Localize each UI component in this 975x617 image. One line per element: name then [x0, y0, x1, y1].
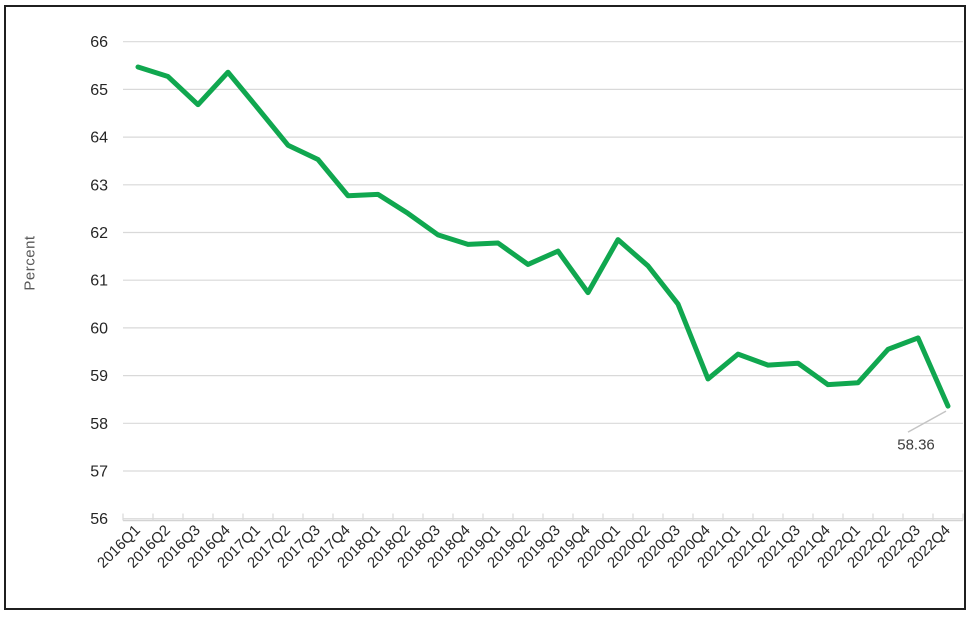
y-tick-label: 63	[90, 177, 108, 194]
trend-line	[135, 64, 951, 409]
last-point-value-label: 58.36	[897, 436, 935, 454]
y-tick-label: 58	[90, 416, 108, 433]
y-tick-label: 61	[90, 273, 108, 290]
y-tick-label: 56	[90, 511, 108, 528]
y-axis-title: Percent	[21, 235, 39, 291]
y-tick-label: 65	[90, 82, 108, 99]
y-tick-label: 60	[90, 320, 108, 337]
annotation-leader-line	[907, 410, 947, 433]
y-tick-label: 57	[90, 464, 108, 481]
y-tick-label: 64	[90, 130, 108, 147]
y-tick-label: 59	[90, 368, 108, 385]
y-tick-label: 66	[90, 34, 108, 51]
y-tick-label: 62	[90, 225, 108, 242]
